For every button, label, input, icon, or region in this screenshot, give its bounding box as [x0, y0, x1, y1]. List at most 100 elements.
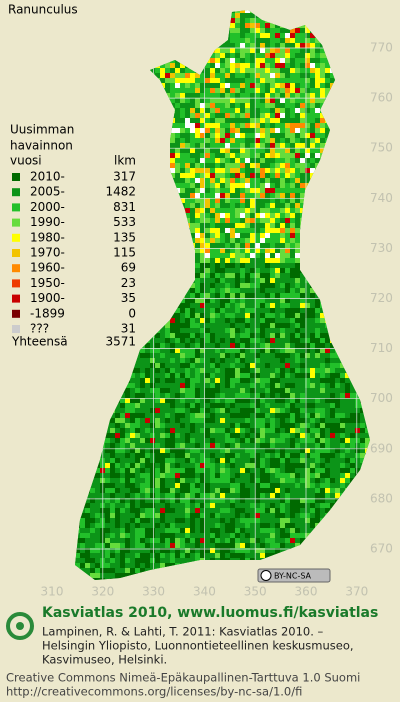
- map-cell: [300, 188, 305, 193]
- map-cell: [180, 193, 185, 198]
- map-cell: [215, 388, 220, 393]
- map-cell: [290, 303, 295, 308]
- map-cell: [295, 103, 300, 108]
- map-cell: [210, 283, 215, 288]
- map-cell: [275, 273, 280, 278]
- map-cell: [255, 268, 260, 273]
- map-cell: [240, 28, 245, 33]
- map-cell: [235, 33, 240, 38]
- map-cell: [180, 133, 185, 138]
- map-cell: [215, 58, 220, 63]
- map-cell: [290, 218, 295, 223]
- map-cell: [275, 413, 280, 418]
- map-cell: [215, 338, 220, 343]
- map-cell: [230, 158, 235, 163]
- map-cell: [235, 348, 240, 353]
- map-cell: [170, 413, 175, 418]
- map-cell: [300, 308, 305, 313]
- map-cell: [160, 383, 165, 388]
- map-cell: [210, 298, 215, 303]
- map-cell: [255, 193, 260, 198]
- map-cell: [170, 148, 175, 153]
- map-cell: [275, 118, 280, 123]
- map-cell: [180, 148, 185, 153]
- map-cell: [290, 128, 295, 133]
- map-cell: [270, 228, 275, 233]
- map-cell: [190, 168, 195, 173]
- map-cell: [275, 323, 280, 328]
- map-cell: [240, 268, 245, 273]
- map-cell: [300, 368, 305, 373]
- map-cell: [220, 68, 225, 73]
- map-cell: [240, 198, 245, 203]
- map-cell: [240, 363, 245, 368]
- map-cell: [245, 313, 250, 318]
- map-cell: [270, 133, 275, 138]
- map-cell: [215, 283, 220, 288]
- map-cell: [250, 258, 255, 263]
- map-cell: [325, 413, 330, 418]
- map-cell: [230, 108, 235, 113]
- map-cell: [190, 373, 195, 378]
- map-cell: [315, 58, 320, 63]
- map-cell: [205, 153, 210, 158]
- map-cell: [175, 308, 180, 313]
- map-cell: [220, 218, 225, 223]
- map-cell: [230, 238, 235, 243]
- map-cell: [305, 368, 310, 373]
- map-cell: [185, 413, 190, 418]
- map-cell: [225, 353, 230, 358]
- map-cell: [275, 218, 280, 223]
- map-cell: [325, 408, 330, 413]
- map-cell: [165, 363, 170, 368]
- map-cell: [340, 373, 345, 378]
- map-cell: [290, 223, 295, 228]
- map-cell: [300, 88, 305, 93]
- map-cell: [265, 378, 270, 383]
- map-cell: [320, 343, 325, 348]
- map-cell: [250, 288, 255, 293]
- map-cell: [235, 128, 240, 133]
- map-cell: [240, 373, 245, 378]
- map-cell: [170, 163, 175, 168]
- map-cell: [180, 93, 185, 98]
- map-cell: [205, 113, 210, 118]
- map-cell: [220, 243, 225, 248]
- map-cell: [320, 408, 325, 413]
- map-cell: [140, 348, 145, 353]
- map-cell: [285, 143, 290, 148]
- map-cell: [330, 363, 335, 368]
- map-cell: [285, 28, 290, 33]
- map-cell: [300, 48, 305, 53]
- map-cell: [300, 163, 305, 168]
- map-cell: [300, 93, 305, 98]
- map-cell: [255, 213, 260, 218]
- map-cell: [280, 223, 285, 228]
- map-cell: [285, 98, 290, 103]
- map-cell: [300, 58, 305, 63]
- map-cell: [275, 158, 280, 163]
- map-cell: [310, 93, 315, 98]
- map-cell: [315, 393, 320, 398]
- map-cell: [315, 363, 320, 368]
- map-cell: [235, 258, 240, 263]
- map-cell: [280, 43, 285, 48]
- map-cell: [310, 383, 315, 388]
- map-cell: [170, 393, 175, 398]
- map-cell: [205, 198, 210, 203]
- map-cell: [280, 358, 285, 363]
- map-cell: [270, 388, 275, 393]
- map-cell: [255, 398, 260, 403]
- map-cell: [215, 328, 220, 333]
- map-cell: [240, 318, 245, 323]
- map-cell: [195, 378, 200, 383]
- map-cell: [130, 383, 135, 388]
- map-cell: [190, 343, 195, 348]
- map-cell: [170, 173, 175, 178]
- map-cell: [180, 158, 185, 163]
- map-cell: [200, 148, 205, 153]
- map-cell: [280, 398, 285, 403]
- map-cell: [245, 128, 250, 133]
- map-cell: [220, 78, 225, 83]
- map-cell: [285, 33, 290, 38]
